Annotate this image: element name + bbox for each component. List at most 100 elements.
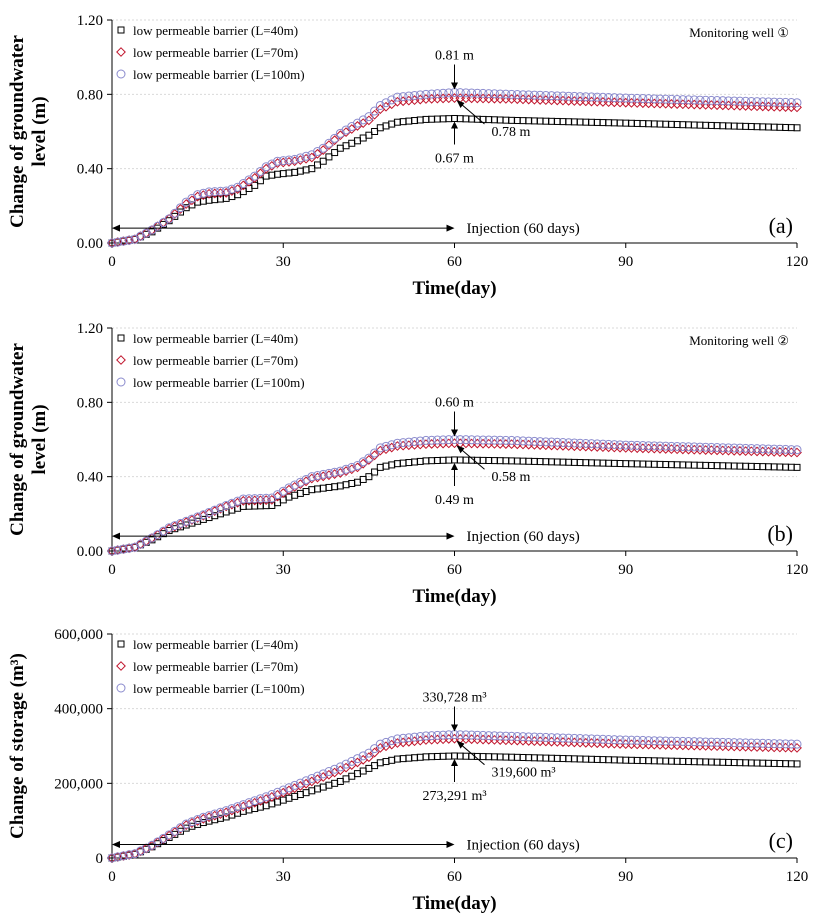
data-point [718, 96, 728, 106]
data-point [649, 94, 659, 104]
data-point [375, 443, 385, 453]
data-point [769, 101, 780, 112]
data-point [786, 102, 797, 113]
data-point [210, 505, 220, 515]
x-tick-label: 30 [276, 869, 291, 885]
data-point [130, 234, 140, 244]
data-point [490, 116, 498, 124]
data-point [764, 759, 772, 767]
data-point [376, 124, 384, 132]
data-point [610, 756, 618, 764]
data-point [695, 737, 705, 747]
data-point [696, 121, 704, 129]
data-point [524, 90, 534, 100]
data-point [107, 238, 117, 248]
data-point [329, 469, 340, 479]
data-point [656, 460, 664, 468]
data-point [352, 462, 363, 473]
injection-arrow-left-head [112, 841, 120, 849]
data-point [175, 204, 186, 214]
data-point [227, 804, 237, 814]
data-point [245, 806, 253, 814]
data-point [576, 755, 584, 763]
data-point [712, 100, 722, 111]
data-point [393, 118, 401, 126]
data-point [427, 435, 437, 445]
data-point [559, 118, 567, 126]
data-point [352, 754, 362, 764]
data-point [365, 764, 373, 772]
data-point [570, 118, 578, 126]
data-point [381, 98, 391, 108]
x-tick-label: 90 [618, 562, 633, 578]
data-point [741, 96, 751, 106]
data-point [764, 123, 772, 131]
data-point [639, 460, 647, 468]
data-point [489, 731, 499, 741]
data-point [685, 758, 693, 766]
data-point [501, 731, 511, 741]
data-point [381, 737, 391, 747]
chart-panel-a: 0.00 0.40 0.80 1.20 0 30 60 90 120 Time(day) Chang… [7, 13, 808, 299]
data-point [124, 235, 134, 245]
data-point [198, 812, 208, 822]
data-point [529, 732, 539, 742]
data-point [552, 437, 562, 447]
data-point [689, 99, 700, 110]
chart-panel-c: 0 200,000 400,000 600,000 0 30 60 90 120 Time(day… [7, 627, 808, 914]
data-point [290, 480, 300, 490]
data-point [124, 850, 134, 860]
data-point [672, 94, 682, 104]
data-point [312, 472, 323, 483]
data-point [626, 97, 637, 108]
data-point [548, 458, 556, 466]
data-point [301, 476, 311, 487]
data-point [666, 441, 676, 451]
data-point [770, 463, 778, 471]
data-point [535, 732, 545, 742]
data-point [371, 762, 379, 770]
data-point [278, 156, 288, 166]
data-point [353, 478, 361, 486]
data-point [456, 456, 464, 464]
x-tick-label: 120 [786, 562, 809, 578]
data-point [746, 101, 757, 112]
data-point [758, 97, 768, 107]
data-point [445, 752, 453, 760]
data-point [759, 463, 767, 471]
data-point [770, 759, 778, 767]
data-point [581, 734, 591, 744]
y-axis-title-line1: Change of groundwater [7, 343, 28, 536]
data-point [318, 469, 328, 479]
data-point [712, 96, 722, 106]
x-tick-label: 120 [786, 869, 809, 885]
y-tick-label: 0.80 [77, 87, 103, 103]
data-point [421, 731, 431, 741]
x-tick-label: 0 [108, 254, 116, 270]
data-point [644, 441, 654, 451]
data-point [484, 89, 494, 99]
data-point [644, 94, 654, 104]
data-point [541, 732, 551, 742]
data-point [724, 737, 733, 747]
data-point [530, 457, 538, 465]
data-point [523, 94, 534, 105]
data-point [376, 759, 384, 767]
data-point [301, 151, 311, 161]
y-tick-label: 0.40 [77, 162, 103, 178]
data-point [432, 730, 442, 740]
data-point [712, 737, 722, 747]
data-point [529, 436, 539, 446]
data-point [775, 444, 785, 454]
data-point [399, 118, 407, 126]
panel-label: (b) [767, 521, 793, 546]
data-point [746, 443, 756, 453]
data-point [176, 203, 185, 213]
data-point [689, 95, 699, 105]
data-point [341, 464, 351, 474]
legend-marker [116, 355, 126, 365]
data-point [667, 120, 675, 128]
data-point [502, 116, 510, 124]
data-point [741, 738, 751, 748]
data-point [781, 444, 791, 454]
